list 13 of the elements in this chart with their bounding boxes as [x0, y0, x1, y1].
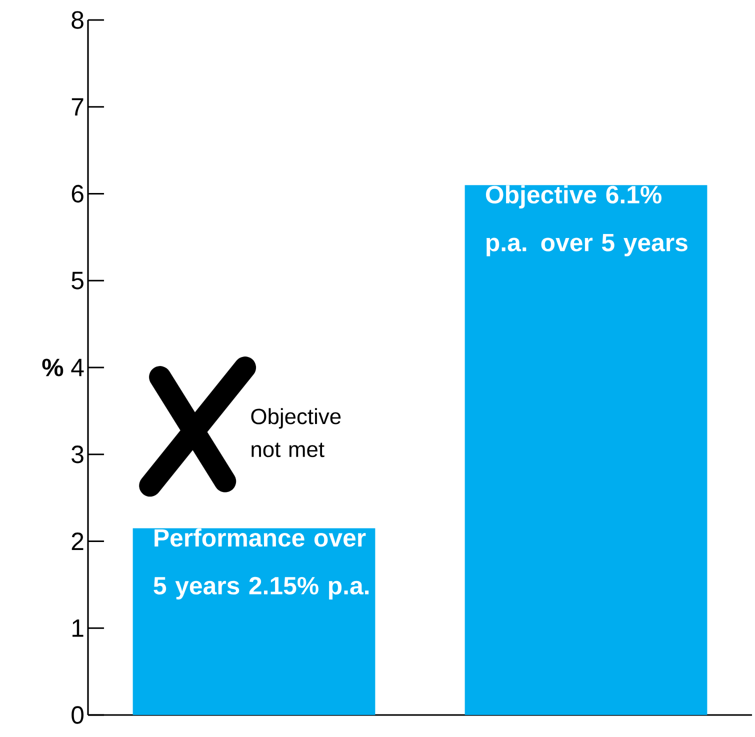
- y-tick-label: 5: [72, 272, 84, 290]
- y-axis-title: %: [42, 358, 64, 376]
- y-tick-label: 2: [72, 532, 84, 550]
- y-tick-label: 3: [72, 446, 84, 464]
- annotation: Objective not met: [251, 408, 341, 458]
- y-tick-label: 0: [72, 706, 84, 724]
- y-tick-label: 1: [72, 620, 84, 637]
- y-tick-label: 8: [72, 11, 84, 29]
- y-tick-label: 7: [72, 98, 84, 116]
- text: Performance over 5 years 2.15% p.a.: [154, 528, 369, 600]
- y-tick-label: 4: [71, 358, 84, 376]
- data-label: Objective 6.1% p.a. over 5 years: [486, 185, 688, 256]
- y-tick-label: 6: [72, 184, 84, 203]
